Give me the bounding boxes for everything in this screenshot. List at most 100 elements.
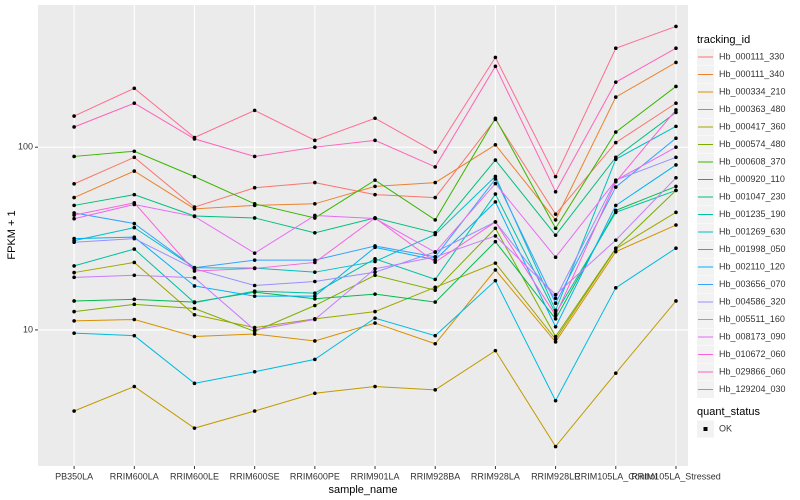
data-point [132, 247, 137, 251]
data-point [553, 226, 558, 231]
data-point [493, 226, 498, 231]
data-point [493, 158, 498, 162]
data-point [132, 384, 137, 389]
data-point [132, 201, 137, 205]
data-point [674, 246, 678, 251]
data-point [373, 270, 377, 274]
data-point [674, 188, 678, 193]
data-point [674, 184, 678, 189]
data-point [132, 236, 137, 241]
data-point [493, 64, 498, 69]
data-point [674, 110, 678, 115]
data-point [674, 155, 678, 160]
data-point [493, 348, 498, 353]
data-point [493, 192, 498, 196]
data-point [132, 169, 137, 173]
data-point [493, 55, 498, 60]
data-point [553, 301, 558, 306]
data-point [132, 260, 137, 265]
legend-label: Hb_000363_480 [719, 104, 786, 114]
data-point [553, 189, 558, 194]
data-point [132, 333, 137, 338]
data-point [433, 388, 438, 392]
data-point [553, 334, 558, 339]
data-point [433, 195, 438, 200]
data-point [553, 308, 558, 313]
data-point [72, 275, 76, 280]
data-point [674, 175, 678, 180]
data-point [72, 409, 76, 413]
data-point [252, 283, 257, 288]
data-point [553, 325, 558, 329]
data-point [252, 328, 257, 332]
data-point [313, 180, 317, 185]
data-point [433, 232, 438, 237]
data-point [674, 299, 678, 303]
data-point [373, 259, 377, 264]
data-point [553, 174, 558, 179]
data-point [192, 300, 197, 305]
data-point [674, 84, 678, 89]
data-point [433, 218, 438, 222]
data-point [72, 264, 76, 268]
data-point [433, 165, 438, 169]
data-point [674, 145, 678, 149]
data-point [613, 286, 618, 290]
legend-label: Hb_001235_190 [719, 209, 786, 219]
data-point [613, 185, 618, 189]
data-point [313, 145, 317, 149]
y-tick-label: 10 [23, 324, 33, 334]
data-point [433, 150, 438, 154]
data-point [373, 292, 377, 296]
data-point [553, 218, 558, 222]
data-point [252, 154, 257, 159]
data-point [192, 207, 197, 211]
data-point [252, 332, 257, 336]
x-tick-label: RRIM600LA [110, 471, 159, 481]
data-point [313, 216, 317, 220]
data-point [493, 220, 498, 224]
data-point [313, 339, 317, 343]
data-point [553, 313, 558, 318]
legend-title: tracking_id [697, 34, 750, 46]
data-point [252, 266, 257, 271]
data-point [192, 135, 197, 140]
data-point [192, 312, 197, 317]
legend-label: Hb_000608_370 [719, 156, 786, 166]
data-point [132, 86, 137, 91]
x-tick-label: RRIM105LA_Stressed [631, 471, 721, 481]
data-point [493, 116, 498, 121]
data-point [493, 177, 498, 181]
points [72, 24, 678, 449]
data-point [553, 444, 558, 449]
legend2-swatch [703, 427, 708, 431]
data-point [493, 261, 498, 265]
data-point [674, 163, 678, 167]
legend-label: Hb_000111_330 [719, 51, 784, 61]
data-point [313, 138, 317, 143]
data-point [613, 140, 618, 145]
data-point [674, 101, 678, 106]
data-point [674, 136, 678, 140]
data-point [433, 341, 438, 346]
data-point [72, 125, 76, 129]
data-point [252, 108, 257, 113]
data-point [192, 275, 197, 280]
data-point [433, 300, 438, 304]
data-point [553, 296, 558, 301]
legend-label: Hb_000574_480 [719, 139, 786, 149]
data-point [553, 340, 558, 344]
data-point [72, 154, 76, 159]
y-tick-label: 100 [18, 142, 33, 152]
data-point [373, 138, 377, 143]
data-point [313, 213, 317, 218]
x-tick-label: RRIM105LA_Control [574, 471, 657, 481]
data-point [132, 149, 137, 154]
data-point [674, 60, 678, 65]
legend-label: Hb_000334_210 [719, 86, 786, 96]
x-tick-label: RRIM928LE [531, 471, 580, 481]
data-point [192, 334, 197, 339]
data-point [674, 46, 678, 51]
data-point [493, 181, 498, 186]
data-point [433, 260, 438, 264]
